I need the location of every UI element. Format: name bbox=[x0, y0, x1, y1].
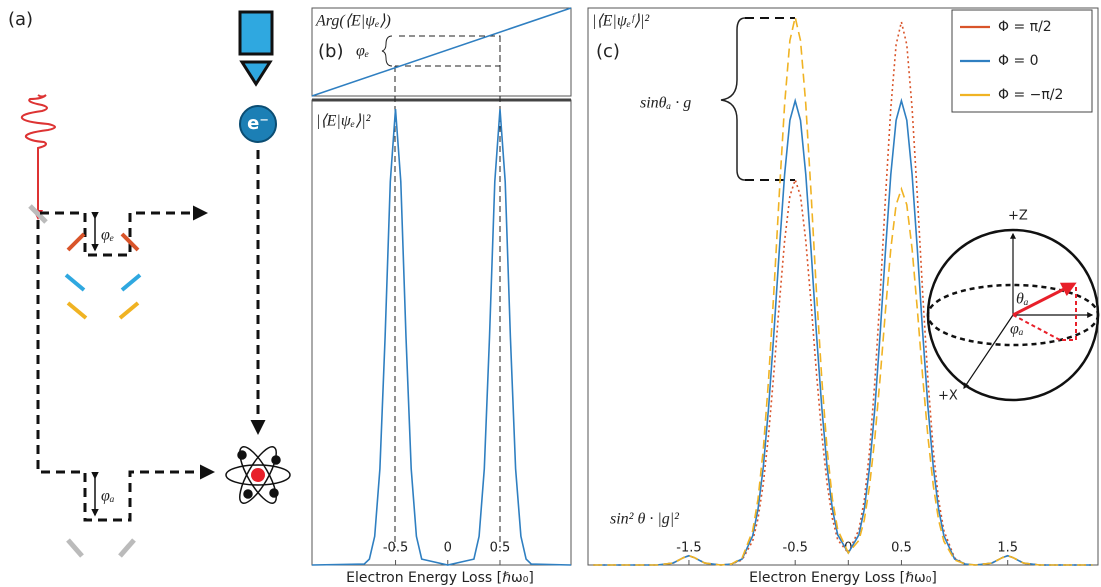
series-line bbox=[311, 109, 572, 566]
annotation: sinθₐ · g bbox=[640, 95, 691, 112]
axis-label: +X bbox=[938, 389, 958, 404]
electron bbox=[239, 105, 277, 143]
mirror bbox=[66, 301, 88, 320]
mirror bbox=[66, 538, 84, 558]
setup-diagram: (a) φₑ φₐ e⁻ bbox=[8, 9, 291, 558]
annotation: sin² θ · |g|² bbox=[610, 511, 680, 528]
path-atom bbox=[36, 220, 215, 522]
panel-label: (a) bbox=[8, 9, 33, 30]
legend-label: Φ = −π/2 bbox=[998, 87, 1063, 103]
x-axis-label: Electron Energy Loss [ℏω₀] bbox=[749, 570, 937, 586]
plot-frame bbox=[311, 99, 572, 566]
series-line bbox=[311, 7, 572, 97]
phase-label: φₐ bbox=[101, 488, 115, 505]
x-axis-label: Electron Energy Loss [ℏω₀] bbox=[346, 570, 534, 586]
x-tick-label: -0.5 bbox=[783, 541, 808, 556]
annotation: φₑ bbox=[356, 43, 369, 60]
plot-frame bbox=[587, 7, 1099, 566]
x-tick-label: -1.5 bbox=[676, 541, 701, 556]
x-tick-label: 0.5 bbox=[490, 541, 511, 556]
mirror bbox=[118, 538, 136, 558]
atom bbox=[225, 446, 291, 504]
bloch-sphere: +Z +X θₐ φₐ bbox=[926, 209, 1100, 404]
light-pulse bbox=[20, 94, 56, 220]
mirror bbox=[66, 232, 86, 252]
guide-line bbox=[394, 35, 501, 548]
x-tick-label: 0.5 bbox=[891, 541, 912, 556]
brace bbox=[720, 17, 746, 181]
mirror bbox=[120, 273, 142, 292]
path-electron bbox=[40, 205, 208, 257]
electron-gun bbox=[238, 10, 274, 56]
chart-title: |⟨E|ψₑᶠ⟩|² bbox=[592, 13, 650, 30]
brace bbox=[381, 35, 393, 67]
plot-frame bbox=[311, 7, 572, 97]
x-tick-label: 1.5 bbox=[997, 541, 1018, 556]
mirror bbox=[64, 273, 86, 292]
guide-line bbox=[745, 17, 795, 181]
chart-title: |⟨E|ψₑ⟩|² bbox=[316, 113, 372, 130]
mirror bbox=[120, 232, 140, 252]
legend-label: Φ = π/2 bbox=[998, 19, 1052, 35]
x-tick-label: -0.5 bbox=[383, 541, 408, 556]
electron-label: e⁻ bbox=[247, 113, 269, 134]
x-tick-label: 0 bbox=[844, 541, 852, 556]
series-line bbox=[593, 17, 1093, 566]
mirror bbox=[28, 204, 48, 224]
x-tick-label: 0 bbox=[444, 541, 452, 556]
panel-label: (c) bbox=[596, 41, 620, 62]
angle-label: φₐ bbox=[1010, 321, 1024, 338]
mirror bbox=[118, 301, 140, 320]
panel-label: (b) bbox=[318, 41, 343, 62]
phase-label: φₑ bbox=[101, 227, 114, 244]
axis-label: +Z bbox=[1008, 209, 1028, 224]
angle-label: θₐ bbox=[1016, 291, 1029, 308]
legend-label: Φ = 0 bbox=[998, 53, 1039, 69]
electron-gun-tip bbox=[239, 60, 273, 87]
chart-title: Arg(⟨E|ψₑ⟩) bbox=[315, 13, 391, 30]
